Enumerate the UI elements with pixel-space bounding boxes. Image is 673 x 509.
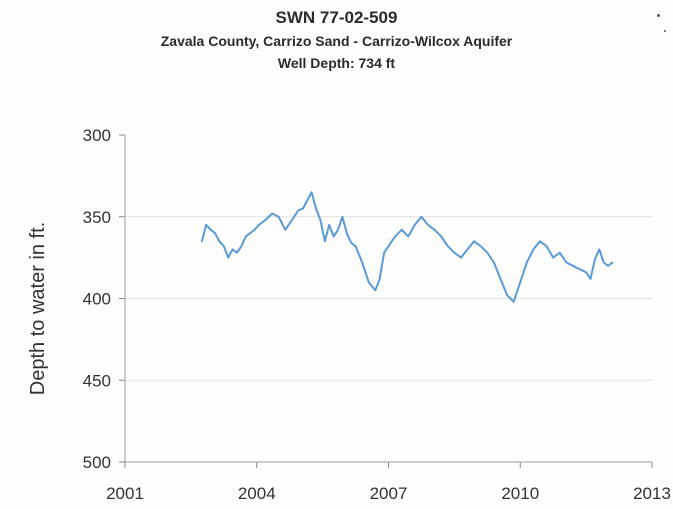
y-tick-label: 350: [83, 208, 111, 227]
scan-speck: [664, 30, 666, 32]
y-axis-title: Depth to water in ft.: [27, 222, 49, 395]
water-level-series-line: [200, 191, 614, 303]
chart-title-block: SWN 77-02-509 Zavala County, Carrizo San…: [0, 6, 673, 74]
chart-well-depth: Well Depth: 734 ft: [277, 55, 396, 71]
label-layer: 300 350 400 450 500 2001 2004 2007 2010 2013 Depth…: [27, 126, 671, 503]
y-tick-label: 400: [83, 290, 111, 309]
chart-title: SWN 77-02-509: [275, 8, 398, 27]
x-tick-label: 2007: [370, 484, 408, 503]
scan-speck: [657, 14, 660, 17]
x-tick-label: 2010: [501, 484, 539, 503]
axis-layer: [119, 134, 653, 468]
y-tick-label: 500: [83, 453, 111, 472]
y-tick-label: 450: [83, 371, 111, 390]
x-tick-label: 2013: [633, 484, 671, 503]
series-layer: [200, 191, 614, 303]
chart-subtitle: Zavala County, Carrizo Sand - Carrizo-Wi…: [160, 33, 513, 49]
y-tick-label: 300: [83, 126, 111, 145]
grid-layer: [125, 216, 652, 381]
x-tick-label: 2001: [106, 484, 144, 503]
x-tick-label: 2004: [238, 484, 276, 503]
